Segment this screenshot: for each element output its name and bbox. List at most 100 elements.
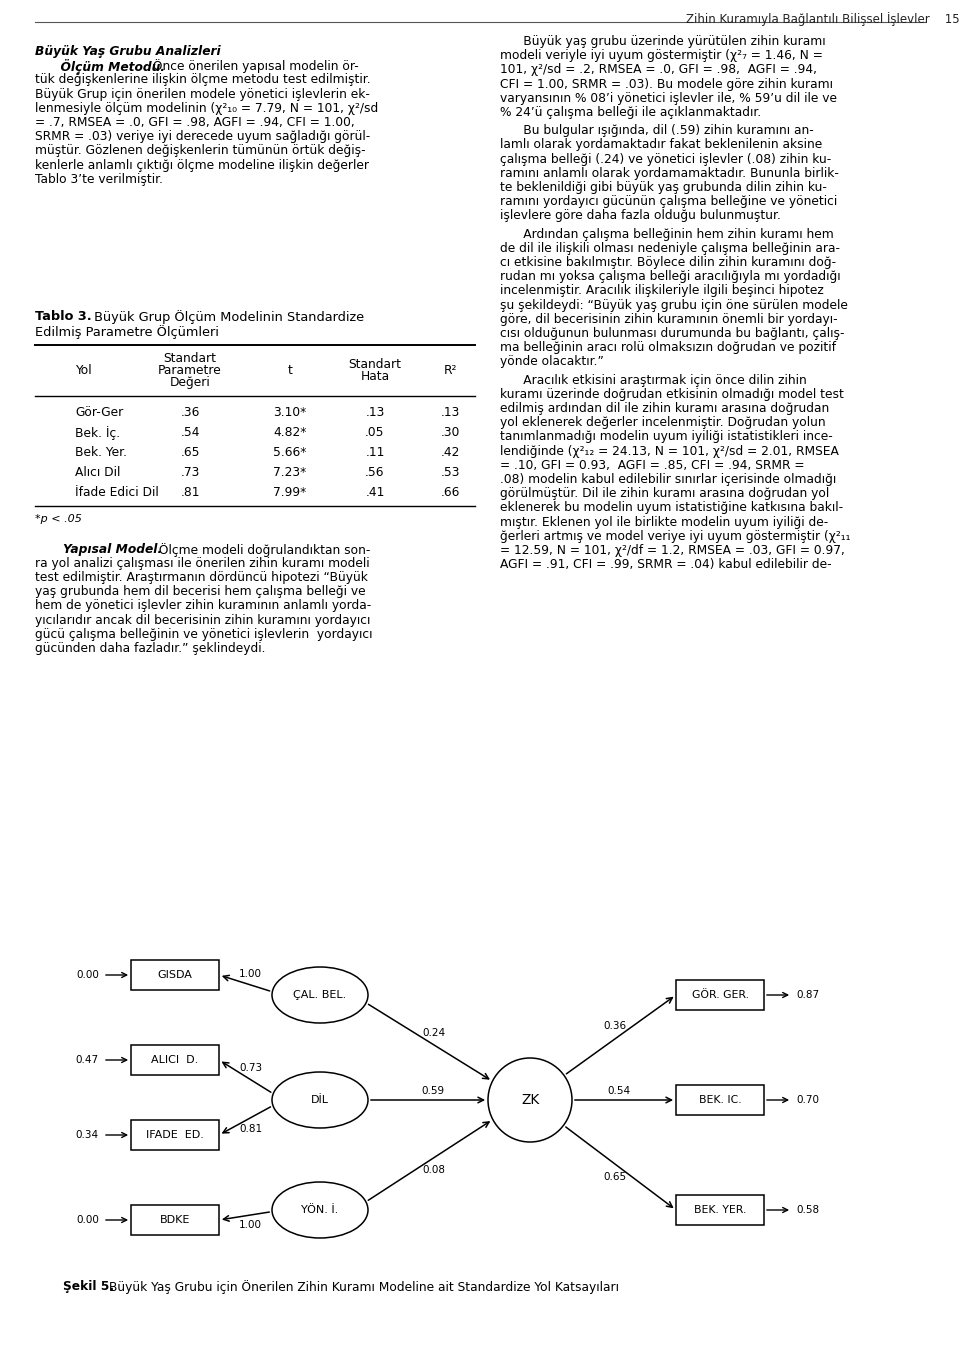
Text: gücü çalışma belleğinin ve yönetici işlevlerin  yordayıcı: gücü çalışma belleğinin ve yönetici işle… bbox=[35, 628, 372, 641]
Text: % 24’ü çalışma belleği ile açıklanmaktadır.: % 24’ü çalışma belleği ile açıklanmaktad… bbox=[500, 106, 761, 120]
Text: Ölçüm Metodu.: Ölçüm Metodu. bbox=[35, 60, 165, 75]
Text: Büyük Yaş Grubu için Önerilen Zihin Kuramı Modeline ait Standardize Yol Katsayıl: Büyük Yaş Grubu için Önerilen Zihin Kura… bbox=[105, 1280, 619, 1293]
Text: GISDA: GISDA bbox=[157, 970, 192, 981]
Text: Hata: Hata bbox=[360, 370, 390, 384]
Text: IFADE  ED.: IFADE ED. bbox=[146, 1130, 204, 1140]
Text: lenmesiyle ölçüm modelinin (χ²₁₀ = 7.79, N = 101, χ²/sd: lenmesiyle ölçüm modelinin (χ²₁₀ = 7.79,… bbox=[35, 102, 378, 114]
Text: CFI = 1.00, SRMR = .03). Bu modele göre zihin kuramı: CFI = 1.00, SRMR = .03). Bu modele göre … bbox=[500, 78, 833, 91]
Text: 0.34: 0.34 bbox=[76, 1130, 99, 1140]
Text: Edilmiş Parametre Ölçümleri: Edilmiş Parametre Ölçümleri bbox=[35, 325, 219, 339]
Text: 7.99*: 7.99* bbox=[274, 487, 306, 499]
Text: cısı olduğunun bulunması durumunda bu bağlantı, çalış-: cısı olduğunun bulunması durumunda bu ba… bbox=[500, 326, 845, 340]
Text: AGFI = .91, CFI = .99, SRMR = .04) kabul edilebilir de-: AGFI = .91, CFI = .99, SRMR = .04) kabul… bbox=[500, 558, 831, 571]
Text: Büyük Grup için önerilen modele yönetici işlevlerin ek-: Büyük Grup için önerilen modele yönetici… bbox=[35, 87, 370, 101]
Text: Gör-Ger: Gör-Ger bbox=[75, 407, 123, 419]
Bar bbox=[676, 1085, 764, 1115]
Text: müştür. Gözlenen değişkenlerin tümünün örtük değiş-: müştür. Gözlenen değişkenlerin tümünün ö… bbox=[35, 144, 366, 158]
Text: Bu bulgular ışığında, dil (.59) zihin kuramını an-: Bu bulgular ışığında, dil (.59) zihin ku… bbox=[500, 124, 814, 137]
Text: 0.08: 0.08 bbox=[422, 1164, 445, 1175]
Text: Aracılık etkisini araştırmak için önce dilin zihin: Aracılık etkisini araştırmak için önce d… bbox=[500, 374, 806, 386]
Text: mıştır. Eklenen yol ile birlikte modelin uyum iyiliği de-: mıştır. Eklenen yol ile birlikte modelin… bbox=[500, 515, 828, 529]
Text: Değeri: Değeri bbox=[170, 377, 210, 389]
Text: .65: .65 bbox=[180, 446, 200, 460]
Text: ramını anlamlı olarak yordamamaktadır. Bununla birlik-: ramını anlamlı olarak yordamamaktadır. B… bbox=[500, 167, 839, 180]
Text: 0.36: 0.36 bbox=[604, 1021, 627, 1031]
Text: .81: .81 bbox=[180, 487, 200, 499]
Text: .54: .54 bbox=[180, 427, 200, 439]
Text: göre, dil becerisinin zihin kuramının önemli bir yordayı-: göre, dil becerisinin zihin kuramının ön… bbox=[500, 313, 838, 326]
Text: Tablo 3’te verilmiştir.: Tablo 3’te verilmiştir. bbox=[35, 173, 163, 186]
Text: Yol: Yol bbox=[75, 364, 91, 377]
Text: = .10, GFI = 0.93,  AGFI = .85, CFI = .94, SRMR =: = .10, GFI = 0.93, AGFI = .85, CFI = .94… bbox=[500, 458, 804, 472]
Text: GÖR. GER.: GÖR. GER. bbox=[691, 990, 749, 1000]
Ellipse shape bbox=[272, 1182, 368, 1238]
Text: modeli veriyle iyi uyum göstermiştir (χ²₇ = 1.46, N =: modeli veriyle iyi uyum göstermiştir (χ²… bbox=[500, 49, 823, 63]
Text: t: t bbox=[288, 364, 293, 377]
Text: Bek. İç.: Bek. İç. bbox=[75, 427, 120, 441]
Text: İfade Edici Dil: İfade Edici Dil bbox=[75, 487, 158, 499]
Text: 4.82*: 4.82* bbox=[274, 427, 306, 439]
Text: kenlerle anlamlı çıktığı ölçme modeline ilişkin değerler: kenlerle anlamlı çıktığı ölçme modeline … bbox=[35, 159, 369, 171]
Text: 0.70: 0.70 bbox=[796, 1095, 819, 1104]
Text: ZK: ZK bbox=[521, 1093, 540, 1107]
Text: = .7, RMSEA = .0, GFI = .98, AGFI = .94, CFI = 1.00,: = .7, RMSEA = .0, GFI = .98, AGFI = .94,… bbox=[35, 116, 355, 129]
Text: 0.59: 0.59 bbox=[421, 1087, 444, 1096]
Text: ramını yordayıcı gücünün çalışma belleğine ve yönetici: ramını yordayıcı gücünün çalışma belleği… bbox=[500, 196, 837, 208]
Bar bbox=[131, 1205, 219, 1235]
Text: cı etkisine bakılmıştır. Böylece dilin zihin kuramını doğ-: cı etkisine bakılmıştır. Böylece dilin z… bbox=[500, 256, 836, 269]
Text: .08) modelin kabul edilebilir sınırlar içerisinde olmadığı: .08) modelin kabul edilebilir sınırlar i… bbox=[500, 473, 836, 486]
Text: Alıcı Dil: Alıcı Dil bbox=[75, 466, 120, 480]
Text: .53: .53 bbox=[441, 466, 460, 480]
Text: edilmiş ardından dil ile zihin kuramı arasına doğrudan: edilmiş ardından dil ile zihin kuramı ar… bbox=[500, 403, 829, 415]
Text: test edilmiştir. Araştırmanın dördüncü hipotezi “Büyük: test edilmiştir. Araştırmanın dördüncü h… bbox=[35, 571, 368, 583]
Text: .13: .13 bbox=[366, 407, 385, 419]
Text: Yapısal Model.: Yapısal Model. bbox=[63, 543, 162, 556]
Text: .13: .13 bbox=[441, 407, 460, 419]
Text: rudan mı yoksa çalışma belleği aracılığıyla mı yordadığı: rudan mı yoksa çalışma belleği aracılığı… bbox=[500, 271, 841, 283]
Text: Zihin Kuramıyla Bağlantılı Bilişsel İşlevler    15: Zihin Kuramıyla Bağlantılı Bilişsel İşle… bbox=[686, 12, 960, 26]
Ellipse shape bbox=[488, 1058, 572, 1142]
Text: görülmüştür. Dil ile zihin kuramı arasına doğrudan yol: görülmüştür. Dil ile zihin kuramı arasın… bbox=[500, 487, 829, 500]
Text: Ardından çalışma belleğinin hem zihin kuramı hem: Ardından çalışma belleğinin hem zihin ku… bbox=[500, 227, 833, 241]
Text: işlevlere göre daha fazla olduğu bulunmuştur.: işlevlere göre daha fazla olduğu bulunmu… bbox=[500, 209, 780, 223]
Text: Büyük yaş grubu üzerinde yürütülen zihin kuramı: Büyük yaş grubu üzerinde yürütülen zihin… bbox=[500, 35, 826, 48]
Text: Şekil 5.: Şekil 5. bbox=[63, 1280, 114, 1293]
Text: 0.24: 0.24 bbox=[422, 1028, 445, 1038]
Text: lamlı olarak yordamaktadır fakat beklenilenin aksine: lamlı olarak yordamaktadır fakat bekleni… bbox=[500, 139, 823, 151]
Text: yıcılarıdır ancak dil becerisinin zihin kuramını yordayıcı: yıcılarıdır ancak dil becerisinin zihin … bbox=[35, 613, 371, 627]
Text: 1.00: 1.00 bbox=[239, 970, 262, 979]
Text: 0.87: 0.87 bbox=[796, 990, 819, 1000]
Text: Büyük Yaş Grubu Analizleri: Büyük Yaş Grubu Analizleri bbox=[35, 45, 221, 58]
Text: ma belleğinin aracı rolü olmaksızın doğrudan ve pozitif: ma belleğinin aracı rolü olmaksızın doğr… bbox=[500, 341, 836, 354]
Text: kuramı üzerinde doğrudan etkisinin olmadığı model test: kuramı üzerinde doğrudan etkisinin olmad… bbox=[500, 388, 844, 401]
Text: gücünden daha fazladır.” şeklindeydi.: gücünden daha fazladır.” şeklindeydi. bbox=[35, 642, 266, 656]
Bar bbox=[676, 1195, 764, 1225]
Text: 0.47: 0.47 bbox=[76, 1055, 99, 1065]
Text: Standart: Standart bbox=[163, 352, 217, 366]
Text: .73: .73 bbox=[180, 466, 200, 480]
Text: şu şekildeydi: “Büyük yaş grubu için öne sürülen modele: şu şekildeydi: “Büyük yaş grubu için öne… bbox=[500, 299, 848, 311]
Text: Büyük Grup Ölçüm Modelinin Standardize: Büyük Grup Ölçüm Modelinin Standardize bbox=[90, 310, 364, 324]
Text: BDKE: BDKE bbox=[159, 1214, 190, 1225]
Text: .30: .30 bbox=[441, 427, 460, 439]
Ellipse shape bbox=[272, 967, 368, 1023]
Text: 0.00: 0.00 bbox=[76, 970, 99, 981]
Text: incelenmiştir. Aracılık ilişkileriyle ilgili beşinci hipotez: incelenmiştir. Aracılık ilişkileriyle il… bbox=[500, 284, 824, 298]
Text: .11: .11 bbox=[366, 446, 385, 460]
Text: ÇAL. BEL.: ÇAL. BEL. bbox=[294, 990, 347, 1000]
Text: tük değişkenlerine ilişkin ölçme metodu test edilmiştir.: tük değişkenlerine ilişkin ölçme metodu … bbox=[35, 73, 371, 87]
Text: Bek. Yer.: Bek. Yer. bbox=[75, 446, 127, 460]
Text: .05: .05 bbox=[365, 427, 385, 439]
Text: 0.73: 0.73 bbox=[240, 1064, 263, 1073]
Text: yönde olacaktır.”: yönde olacaktır.” bbox=[500, 355, 604, 369]
Text: Standart: Standart bbox=[348, 359, 401, 371]
Bar bbox=[676, 981, 764, 1010]
Text: hem de yönetici işlevler zihin kuramının anlamlı yorda-: hem de yönetici işlevler zihin kuramının… bbox=[35, 600, 372, 612]
Text: 0.00: 0.00 bbox=[76, 1214, 99, 1225]
Text: çalışma belleği (.24) ve yönetici işlevler (.08) zihin ku-: çalışma belleği (.24) ve yönetici işlevl… bbox=[500, 152, 831, 166]
Text: 101, χ²/sd = .2, RMSEA = .0, GFI = .98,  AGFI = .94,: 101, χ²/sd = .2, RMSEA = .0, GFI = .98, … bbox=[500, 64, 817, 76]
Text: Tablo 3.: Tablo 3. bbox=[35, 310, 92, 324]
Text: 5.66*: 5.66* bbox=[274, 446, 306, 460]
Text: BEK. YER.: BEK. YER. bbox=[694, 1205, 746, 1214]
Text: 1.00: 1.00 bbox=[239, 1220, 262, 1229]
